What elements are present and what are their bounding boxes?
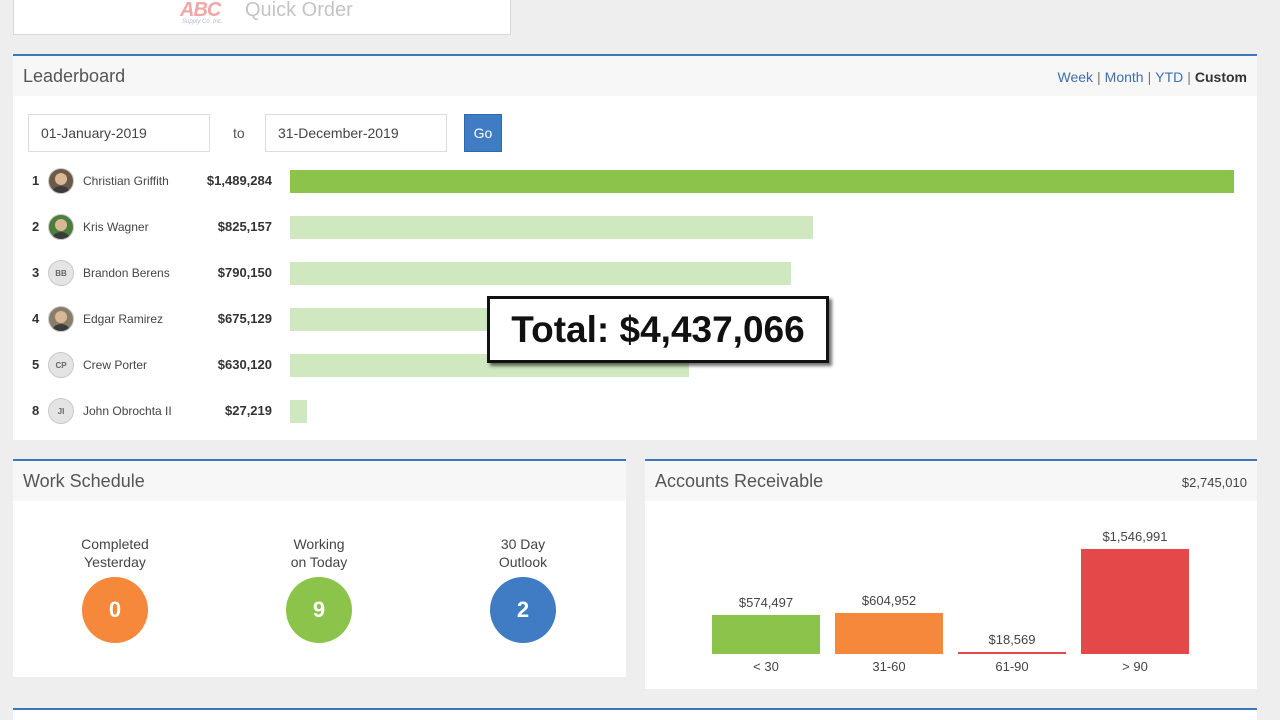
leaderboard-row: 3 BB Brandon Berens $790,150 [13,260,1257,286]
stat-label: Completed Yesterday [45,535,185,571]
accounts-receivable-total: $2,745,010 [1181,475,1247,490]
range-custom-link[interactable]: Custom [1194,69,1247,85]
logo-subtext: Supply Co. Inc. [182,19,223,25]
next-panel-edge [13,708,1257,720]
ar-category-label: < 30 [753,659,779,674]
range-separator: | [1147,69,1152,85]
ar-bar[interactable] [712,615,820,654]
work-schedule-panel: Work Schedule Completed Yesterday 0 Worki… [13,459,626,677]
sales-amount: $27,219 [225,403,272,418]
range-separator: | [1187,69,1191,85]
salesperson-name: Brandon Berens [83,266,170,280]
avatar: BB [48,260,74,286]
avatar [48,214,74,240]
rank-number: 8 [32,403,40,418]
sales-amount: $825,157 [217,219,272,234]
avatar: CP [48,352,74,378]
rank-number: 2 [32,219,40,234]
stat-label-line1: Completed [81,536,149,552]
avatar [48,306,74,332]
rank-number: 3 [32,265,40,280]
sales-amount: $1,489,284 [206,173,272,188]
salesperson-name: Edgar Ramirez [83,312,164,326]
rank-number: 5 [32,357,40,372]
date-from-input[interactable] [28,114,210,152]
stat-count-circle: 2 [490,577,556,643]
leaderboard-row: 8 JI John Obrochta II $27,219 [13,398,1257,424]
work-schedule-header: Work Schedule [13,461,626,501]
go-button[interactable]: Go [464,114,502,152]
sales-amount: $790,150 [217,265,272,280]
range-month-link[interactable]: Month [1104,69,1144,85]
ar-bar[interactable] [835,613,943,654]
sales-amount: $675,129 [217,311,272,326]
leaderboard-title: Leaderboard [23,66,126,86]
avatar: JI [48,398,74,424]
salesperson-name: Christian Griffith [83,174,169,188]
date-to-input[interactable] [265,114,447,152]
accounts-receivable-title: Accounts Receivable [655,471,824,491]
ar-value-label: $18,569 [988,632,1036,647]
stat-label-line1: Working [293,536,345,552]
range-week-link[interactable]: Week [1057,69,1094,85]
salesperson-name: John Obrochta II [83,404,172,418]
range-separator: | [1097,69,1101,85]
stat-count-circle: 9 [286,577,352,643]
ar-category-label: > 90 [1122,659,1148,674]
leaderboard-panel: Leaderboard Week|Month|YTD|Custom to Go … [13,54,1257,440]
sales-bar [290,400,307,423]
stat-label-line2: Yesterday [84,554,146,570]
accounts-receivable-header: Accounts Receivable $2,745,010 [645,461,1257,501]
salesperson-name: Kris Wagner [83,220,149,234]
to-label: to [233,125,245,141]
logo-text: ABC [180,0,221,21]
outlook-30-day-stat[interactable]: 30 Day Outlook 2 [453,535,593,643]
rank-number: 1 [32,173,40,188]
quick-order-label: Quick Order [245,0,353,21]
leaderboard-header: Leaderboard Week | Month | YTD | Custom [13,56,1257,96]
stat-label-line1: 30 Day [500,536,546,552]
sales-bar [290,170,1234,193]
sales-amount: $630,120 [217,357,272,372]
leaderboard-row: 2 Kris Wagner $825,157 [13,214,1257,240]
leaderboard-row: 1 Christian Griffith $1,489,284 [13,168,1257,194]
range-selector: Week | Month | YTD | Custom [1057,69,1247,85]
stat-count-circle: 0 [82,577,148,643]
ar-bar[interactable] [1081,549,1189,654]
ar-category-label: 61-90 [995,659,1029,674]
stat-label: 30 Day Outlook [453,535,593,571]
accounts-receivable-panel: Accounts Receivable $2,745,010 $574,497 <… [645,459,1257,689]
abc-supply-logo: ABC Supply Co. Inc. [180,0,232,25]
ar-bar[interactable] [958,652,1066,654]
working-today-stat[interactable]: Working on Today 9 [249,535,389,643]
salesperson-name: Crew Porter [83,358,148,372]
ar-value-label: $574,497 [738,595,794,610]
stat-label-line2: on Today [290,554,348,570]
ar-value-label: $604,952 [861,593,917,608]
stat-label-line2: Outlook [498,554,548,570]
quick-order-card[interactable]: ABC Supply Co. Inc. Quick Order [13,0,511,35]
stat-label: Working on Today [249,535,389,571]
completed-yesterday-stat[interactable]: Completed Yesterday 0 [45,535,185,643]
total-callout: Total: $4,437,066 [487,296,829,363]
ar-category-label: 31-60 [872,659,906,674]
ar-value-label: $1,546,991 [1102,529,1168,544]
total-label: Total: $4,437,066 [511,308,805,350]
sales-bar [290,262,791,285]
rank-number: 4 [32,311,40,326]
sales-bar [290,216,813,239]
avatar [48,168,74,194]
range-ytd-link[interactable]: YTD [1155,69,1184,85]
work-schedule-title: Work Schedule [23,471,145,491]
